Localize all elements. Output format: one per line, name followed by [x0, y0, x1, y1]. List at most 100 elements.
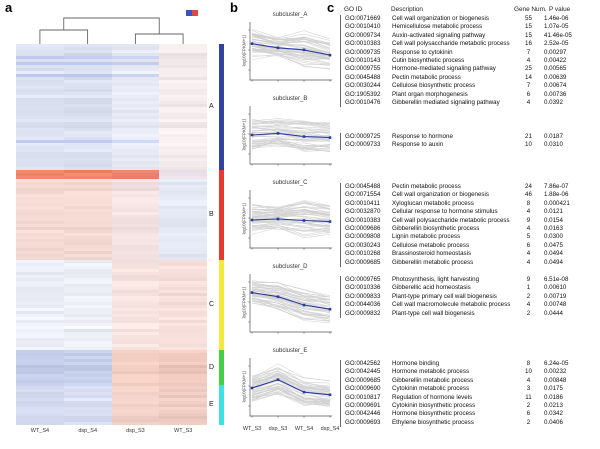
heatmap-row [16, 200, 207, 203]
go-description: Gibberellin biosynthetic process [392, 225, 480, 233]
heatmap-cell [16, 92, 64, 95]
heatmap-cell [159, 374, 207, 377]
go-gene-num: 5 [526, 233, 531, 241]
go-id: GO:0009725 [345, 133, 381, 140]
heatmap-cell [63, 287, 112, 290]
heatmap-cell [63, 335, 112, 338]
go-description: Gibberellin mediated signaling pathway [392, 99, 500, 107]
heatmap-row [16, 260, 207, 263]
heatmap-row [16, 119, 207, 122]
gene-expression-line [251, 119, 331, 127]
go-id: GO:0010336 [345, 284, 381, 292]
gene-expression-line [251, 215, 331, 224]
go-gene-num: 15 [525, 23, 532, 31]
go-gene-num: 8 [526, 360, 531, 367]
subplot-title: subcluster_B [272, 96, 308, 102]
heatmap-cell [16, 368, 64, 371]
lineplot-x-label: dsp_S4 [320, 426, 340, 432]
heatmap-row [16, 74, 207, 77]
subcluster-plot-svg [248, 190, 332, 250]
go-gene-num: 14 [525, 73, 532, 81]
go-description: Plant-type cell wall biogenesis [392, 309, 475, 317]
heatmap-cell [111, 299, 160, 302]
heatmap-cell [111, 101, 160, 104]
heatmap-cell [159, 263, 207, 266]
heatmap-cell [111, 416, 160, 419]
heatmap-cell [111, 260, 160, 263]
heatmap-row [16, 134, 207, 137]
go-description: Plant organ morphogenesis [392, 90, 468, 98]
heatmap-cell [63, 122, 112, 125]
go-id: GO:0010476 [345, 99, 381, 107]
heatmap-cell [159, 191, 207, 194]
heatmap-cell [16, 281, 64, 284]
heatmap-cell [63, 314, 112, 317]
heatmap-cell [111, 77, 160, 80]
heatmap-cell [111, 137, 160, 140]
go-pvalue: 6.24e-05 [544, 360, 569, 367]
mean-point-marker [250, 386, 254, 390]
heatmap-cell [159, 371, 207, 374]
heatmap-row [16, 377, 207, 380]
mean-point-marker [302, 390, 306, 394]
mean-point-marker [250, 133, 254, 137]
go-gene-num: 55 [525, 15, 532, 22]
heatmap-cell [159, 221, 207, 224]
go-pvalue: 0.0494 [544, 258, 563, 266]
heatmap-cell [63, 380, 112, 383]
heatmap-row [16, 323, 207, 326]
heatmap-cell [159, 89, 207, 92]
subcluster-plot-svg [248, 106, 332, 166]
heatmap-cell [16, 116, 64, 119]
heatmap-cell [16, 266, 64, 269]
go-header-description: Description [391, 6, 423, 13]
heatmap-cell [111, 74, 160, 77]
go-description: Gibberellin metabolic process [392, 376, 474, 384]
go-description: Response to auxin [392, 141, 444, 149]
heatmap-cell [159, 125, 207, 128]
go-term-row: GO:0009690 Cytokinin metabolic process 3 0.… [345, 385, 599, 393]
go-description: Brassinosteroid homeostasis [392, 250, 472, 258]
gene-expression-line [251, 48, 331, 61]
cluster-mean-line [251, 218, 331, 223]
go-gene-num: 2 [526, 418, 531, 426]
gene-expression-line [251, 280, 331, 298]
heatmap-cell [159, 86, 207, 89]
go-term-row: GO:0009832 Plant-type cell wall biogenesi… [345, 310, 599, 318]
heatmap-cell [16, 338, 64, 341]
heatmap-cell [63, 308, 112, 311]
heatmap-cell [63, 182, 112, 185]
heatmap-cell [159, 98, 207, 101]
heatmap-cell [111, 65, 160, 68]
go-id: GO:0030243 [345, 241, 381, 249]
heatmap-cell [111, 104, 160, 107]
heatmap-cell [111, 131, 160, 134]
heatmap-cell [63, 119, 112, 122]
heatmap-cell [159, 317, 207, 320]
heatmap-row [16, 206, 207, 209]
cluster-bar-segment-E [219, 385, 224, 425]
gene-expression-line [251, 297, 331, 317]
heatmap-cell [111, 404, 160, 407]
heatmap-cell [63, 392, 112, 395]
heatmap-cell [63, 290, 112, 293]
heatmap-cell [159, 344, 207, 347]
heatmap-cell [159, 242, 207, 245]
go-pvalue: 0.00232 [544, 368, 567, 376]
heatmap-cell [63, 56, 112, 59]
go-pvalue: 0.0175 [544, 385, 563, 393]
heatmap-cell [159, 257, 207, 260]
subplot-title: subcluster_A [272, 12, 308, 18]
heatmap-cell [16, 422, 64, 425]
gene-expression-line [251, 283, 331, 298]
heatmap-cell [111, 158, 160, 161]
heatmap-cell [159, 308, 207, 311]
heatmap-cell [63, 146, 112, 149]
gene-expression-line [251, 41, 331, 56]
heatmap-cell [16, 353, 64, 356]
heatmap-row [16, 59, 207, 62]
heatmap-cell [16, 386, 64, 389]
heatmap-cell [63, 59, 112, 62]
heatmap-cell [63, 368, 112, 371]
heatmap-cell [63, 296, 112, 299]
